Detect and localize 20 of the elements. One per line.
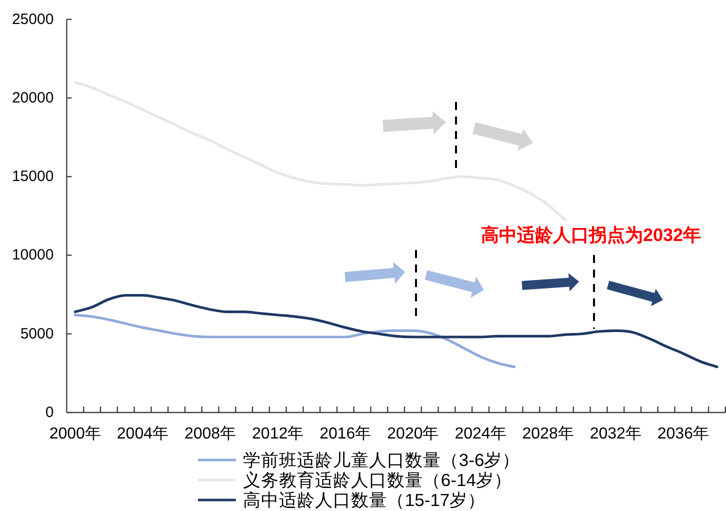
x-tick-label: 2020年 [387,426,439,442]
y-tick-label: 0 [45,404,54,421]
legend-label: 学前班适龄儿童人口数量（3-6岁） [242,450,520,470]
x-tick-label: 2036年 [657,426,709,442]
x-tick-label: 2016年 [320,426,372,442]
y-tick-label: 5000 [20,325,54,342]
legend-label: 义务教育适龄人口数量（6-14岁） [242,470,512,490]
y-tick-label: 15000 [12,168,54,186]
annotation: 高中适龄人口拐点为2032年 [480,225,702,246]
x-tick-label: 2004年 [116,426,168,442]
x-tick-label: 2012年 [252,426,304,442]
x-tick-label: 2008年 [184,426,236,442]
x-tick-label: 2024年 [454,426,506,442]
x-tick-label: 2000年 [49,426,101,442]
y-tick-label: 10000 [12,246,54,264]
y-tick-label: 20000 [12,89,54,106]
x-tick-label: 2032年 [590,426,642,442]
x-tick-label: 2028年 [522,426,574,442]
legend-label: 高中适龄人口数量（15-17岁） [242,490,486,510]
y-tick-label: 25000 [12,10,54,28]
